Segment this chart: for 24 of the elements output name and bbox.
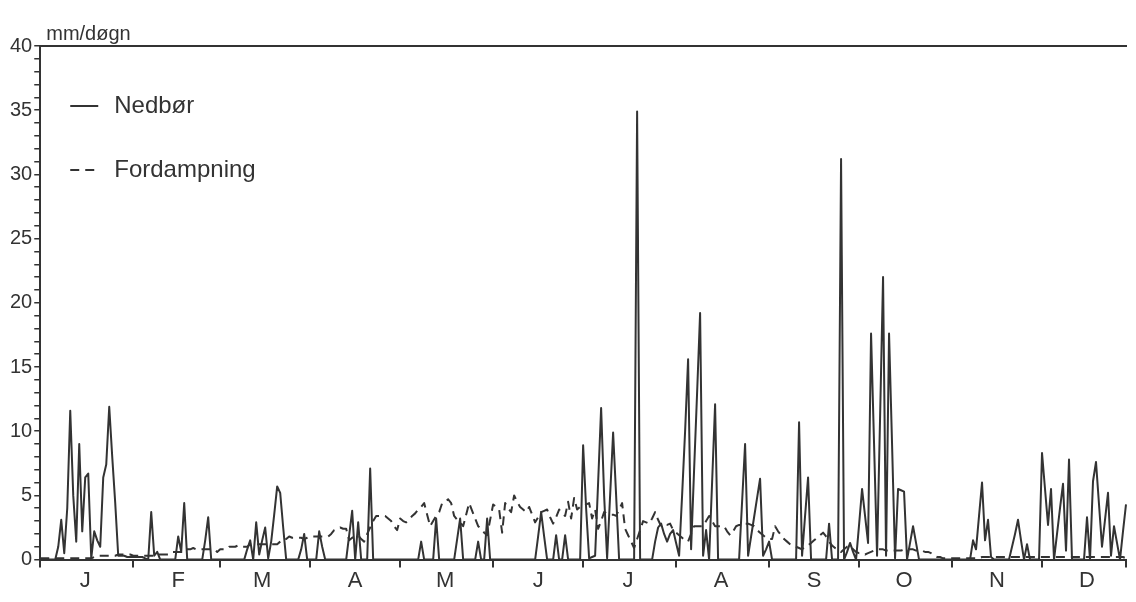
x-tick-label: A [347,566,363,592]
x-tick-label: D [1079,566,1095,592]
y-tick-label: 10 [10,418,33,441]
y-tick-label: 35 [10,97,33,120]
legend-label: Nedbør [114,90,195,118]
y-tick-label: 25 [10,226,33,249]
x-tick-label: J [79,566,91,592]
x-tick-label: O [895,566,913,592]
legend-label: Fordampning [114,154,256,182]
y-tick-label: 30 [10,161,33,184]
x-tick-label: M [253,566,272,592]
y-tick-label: 20 [10,290,33,313]
y-tick-label: 40 [10,33,33,56]
x-tick-label: N [989,566,1005,592]
x-tick-label: F [171,566,185,592]
y-tick-label: 15 [10,354,33,377]
x-tick-label: J [622,566,634,592]
x-tick-label: A [713,566,729,592]
x-tick-label: J [532,566,544,592]
x-tick-label: M [435,566,455,592]
y-axis-title: mm/døgn [46,21,131,44]
x-tick-label: S [806,566,822,592]
y-tick-label: 0 [21,547,33,570]
y-tick-label: 5 [21,482,33,505]
